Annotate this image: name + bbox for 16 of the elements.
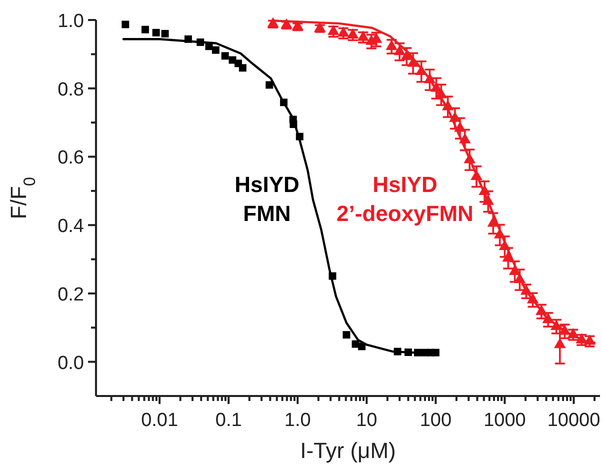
x-tick-label: 0.01 <box>141 410 178 431</box>
x-tick-label: 10 <box>356 410 378 431</box>
x-tick-label: 1.0 <box>284 410 311 431</box>
x-tick-label: 100 <box>420 410 452 431</box>
series-label: HsIYD 2’-deoxyFMN <box>336 172 474 226</box>
series-label: HsIYD FMN <box>234 172 300 226</box>
y-tick-label: 0.6 <box>58 148 84 169</box>
y-tick-label: 0.4 <box>58 216 84 238</box>
x-tick-label: 10000 <box>547 410 600 431</box>
x-tick-label: 0.1 <box>215 410 242 431</box>
x-tick-label: 1000 <box>484 410 526 431</box>
x-axis-title: I-Tyr (μM) <box>300 438 396 463</box>
y-tick-label: 0.8 <box>58 79 84 100</box>
y-tick-label: 0.0 <box>58 352 84 374</box>
y-tick-label: 0.2 <box>58 284 84 306</box>
y-tick-label: 1.0 <box>58 11 84 32</box>
